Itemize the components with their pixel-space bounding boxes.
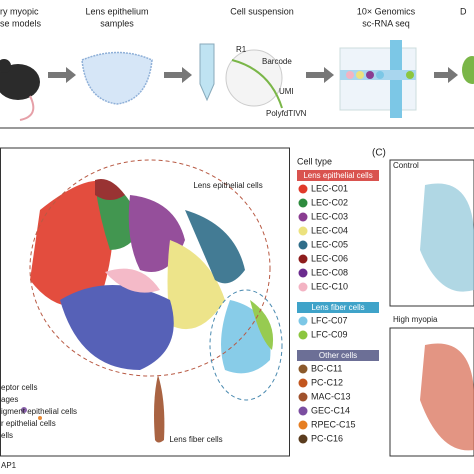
legend-swatch xyxy=(298,268,308,278)
legend-swatch xyxy=(298,254,308,264)
legend-item: LFC-C09 xyxy=(311,329,348,339)
cluster-annotation: Lens epithelial cells xyxy=(193,181,262,190)
mouse-icon xyxy=(0,64,40,100)
umap-clusters xyxy=(21,179,274,443)
control-umap xyxy=(420,183,474,292)
legend-item: GEC-C14 xyxy=(311,405,350,415)
legend-swatch xyxy=(298,392,308,402)
legend-item: LEC-C10 xyxy=(311,281,348,291)
side-label: r epithelial cells xyxy=(1,419,56,428)
legend-item: LEC-C03 xyxy=(311,211,348,221)
legend-swatch xyxy=(298,330,308,340)
side-label: eptor cells xyxy=(1,383,37,392)
droplets xyxy=(346,71,414,79)
dot-plot-icon xyxy=(462,56,474,84)
step-label: ry myopic xyxy=(0,6,39,16)
bead-icon xyxy=(225,49,283,107)
legend-item: LEC-C04 xyxy=(311,225,348,235)
legend-swatch xyxy=(298,198,308,208)
side-label: ages xyxy=(1,395,18,404)
legend-item: LEC-C06 xyxy=(311,253,348,263)
fiber-outline xyxy=(209,289,283,401)
legend-group-label: Other cells xyxy=(319,351,357,360)
legend-swatch xyxy=(298,226,308,236)
legend-swatch xyxy=(298,184,308,194)
legend-item: LEC-C01 xyxy=(311,183,348,193)
legend-item: BC-C11 xyxy=(311,363,342,373)
legend-group-header xyxy=(297,350,379,361)
legend-item: LEC-C08 xyxy=(311,267,348,277)
legend-swatch xyxy=(298,364,308,374)
umap-frame xyxy=(0,147,290,457)
legend-item: MAC-C13 xyxy=(311,391,351,401)
panel-label: (C) xyxy=(372,148,386,159)
cluster-annotation: Lens fiber cells xyxy=(169,435,222,444)
step-label: 10× Genomics xyxy=(357,6,416,16)
legend-item: PC-C12 xyxy=(311,377,343,387)
step-label: D xyxy=(460,6,467,16)
side-label: igment epithelial cells xyxy=(1,407,77,416)
lens-icon xyxy=(81,51,153,105)
tube-icon xyxy=(199,43,215,102)
legend-swatch xyxy=(298,316,308,326)
legend-group-label: Lens epithelial cells xyxy=(303,171,372,180)
legend-swatch xyxy=(298,212,308,222)
step-label: samples xyxy=(100,18,134,28)
panel-title: High myopia xyxy=(393,315,438,324)
myopia-umap xyxy=(420,343,474,451)
epithelial-outline xyxy=(29,159,271,377)
suspension-label: UMI xyxy=(279,87,294,96)
legend-group-header xyxy=(297,170,379,181)
control-frame xyxy=(389,159,474,307)
suspension-label: R1 xyxy=(236,45,247,54)
mouse-ear xyxy=(0,59,11,73)
legend-item: LFC-C07 xyxy=(311,315,348,325)
myopia-frame xyxy=(389,327,474,457)
side-label: ells xyxy=(1,431,13,440)
step-label: Cell suspension xyxy=(230,6,294,16)
bead-strand xyxy=(231,59,283,109)
legend-item: RPEC-C15 xyxy=(311,419,356,429)
axis-label: AP1 xyxy=(1,461,17,470)
step-label: Lens epithelium xyxy=(85,6,148,16)
legend-group-label: Lens fiber cells xyxy=(311,303,364,312)
mouse-tail xyxy=(19,95,35,121)
panel-title: Control xyxy=(393,161,419,170)
legend-item: PC-C16 xyxy=(311,433,343,443)
legend-swatch xyxy=(298,420,308,430)
legend-group-header xyxy=(297,302,379,313)
legend-swatch xyxy=(298,434,308,444)
legend-item: LEC-C02 xyxy=(311,197,348,207)
suspension-label: PolyfdTIVN xyxy=(266,109,307,118)
arrows xyxy=(48,67,458,83)
legend-swatch xyxy=(298,282,308,292)
legend-swatch xyxy=(298,378,308,388)
legend-swatch xyxy=(298,240,308,250)
legend-swatch xyxy=(298,406,308,416)
step-label: sc-RNA seq xyxy=(362,18,410,28)
legend-item: LEC-C05 xyxy=(311,239,348,249)
suspension-label: Barcode xyxy=(262,57,292,66)
legend-title: Cell type xyxy=(297,156,332,166)
step-label: se models xyxy=(0,18,42,28)
